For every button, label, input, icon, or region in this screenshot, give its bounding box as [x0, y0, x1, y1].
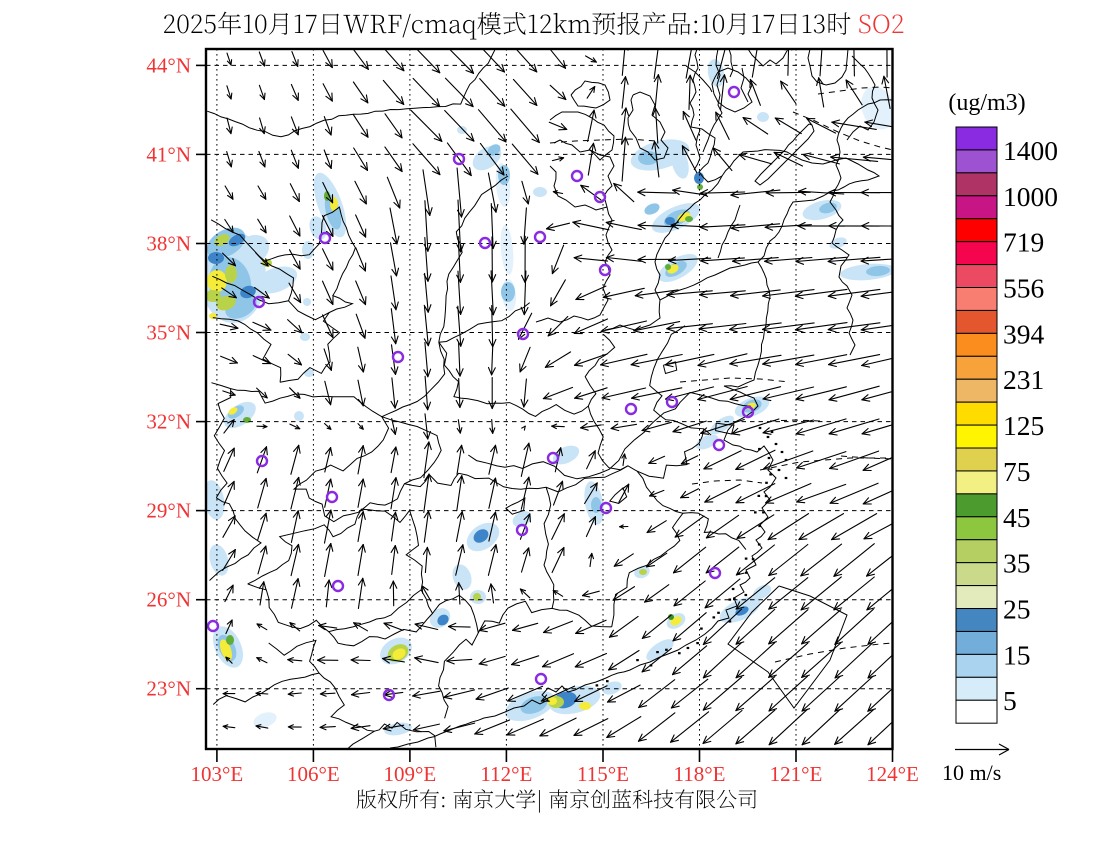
- svg-text:23°N: 23°N: [146, 677, 191, 701]
- svg-text:15: 15: [1003, 639, 1031, 670]
- svg-text:124°E: 124°E: [866, 762, 919, 786]
- svg-text:394: 394: [1003, 318, 1045, 349]
- svg-text:44°N: 44°N: [146, 53, 191, 77]
- svg-text:10 m/s: 10 m/s: [942, 760, 1001, 785]
- svg-text:125: 125: [1003, 410, 1044, 441]
- svg-text:106°E: 106°E: [287, 762, 340, 786]
- svg-text:25: 25: [1003, 594, 1031, 625]
- svg-text:1000: 1000: [1003, 181, 1058, 212]
- svg-text:41°N: 41°N: [146, 142, 191, 166]
- svg-text:115°E: 115°E: [577, 762, 629, 786]
- svg-text:35: 35: [1003, 548, 1031, 579]
- svg-text:38°N: 38°N: [146, 232, 191, 256]
- svg-text:103°E: 103°E: [191, 762, 244, 786]
- svg-text:5: 5: [1003, 685, 1017, 716]
- svg-text:75: 75: [1003, 456, 1031, 487]
- svg-text:29°N: 29°N: [146, 499, 191, 523]
- svg-text:118°E: 118°E: [674, 762, 726, 786]
- svg-text:112°E: 112°E: [480, 762, 532, 786]
- svg-text:231: 231: [1003, 364, 1044, 395]
- svg-text:1400: 1400: [1003, 135, 1058, 166]
- svg-text:32°N: 32°N: [146, 410, 191, 434]
- svg-text:719: 719: [1003, 227, 1044, 258]
- svg-text:26°N: 26°N: [146, 588, 191, 612]
- svg-text:(ug/m3): (ug/m3): [948, 90, 1025, 116]
- svg-text:35°N: 35°N: [146, 321, 191, 345]
- svg-text:556: 556: [1003, 273, 1044, 304]
- svg-text:45: 45: [1003, 502, 1031, 533]
- svg-text:109°E: 109°E: [384, 762, 437, 786]
- svg-text:121°E: 121°E: [770, 762, 823, 786]
